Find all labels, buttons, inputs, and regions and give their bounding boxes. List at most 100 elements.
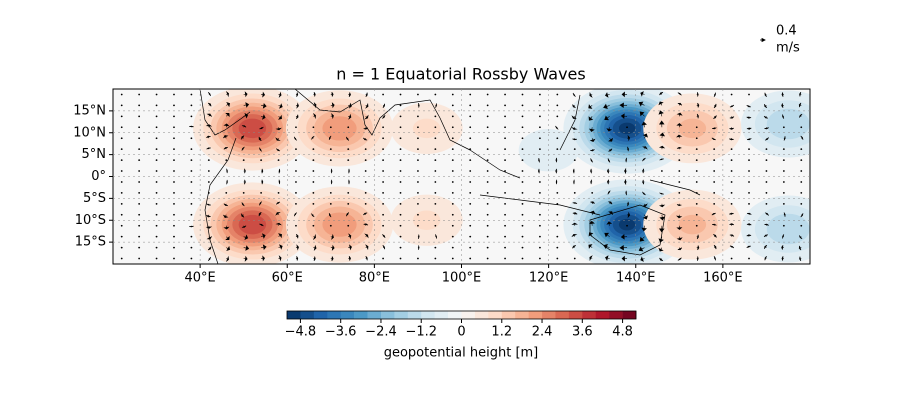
quiver-arrow [155, 148, 158, 151]
quiver-arrow [659, 257, 664, 262]
quiver-arrow [504, 181, 506, 183]
quiver-arrow [696, 256, 699, 261]
quiver-arrow [451, 93, 454, 96]
quiver-arrow [746, 138, 752, 141]
quiver-arrow [642, 146, 648, 150]
quiver-arrow [347, 202, 350, 205]
y-tick-label: 5°N [82, 147, 107, 162]
quiver-arrow [417, 245, 420, 250]
quiver-arrow [539, 213, 541, 216]
quiver-arrow [603, 103, 610, 110]
quiver-arrow [206, 147, 211, 150]
quiver-arrow [363, 223, 369, 226]
colorbar-tick-label: 1.2 [491, 325, 512, 340]
quiver-arrow [155, 137, 158, 140]
x-tick-label: 40°E [184, 271, 215, 286]
quiver-arrow [765, 159, 768, 161]
quiver-arrow [138, 192, 141, 194]
quiver-arrow [591, 192, 594, 194]
quiver-arrow [658, 120, 665, 128]
quiver-arrow [713, 115, 717, 119]
quiver-arrow [365, 255, 368, 261]
quiver-arrow [658, 110, 664, 117]
quiver-arrow [619, 102, 628, 109]
quiver-arrow [765, 170, 768, 172]
quiver-arrow [451, 246, 454, 249]
quiver-arrow [138, 170, 141, 172]
quiver-arrow [642, 157, 646, 162]
quiver-arrow [120, 104, 123, 107]
quiver-arrow [275, 127, 282, 131]
quiver-arrow [729, 234, 735, 237]
quiver-arrow [295, 92, 299, 97]
quiver-arrow [241, 135, 245, 140]
coastline [294, 89, 601, 216]
quiver-arrow [295, 148, 297, 151]
quiver-arrow [659, 158, 664, 161]
quiver-arrow [748, 93, 750, 96]
colorbar-tick-label: −4.8 [285, 325, 317, 340]
quiver-arrow [677, 247, 683, 251]
quiver-arrow [382, 114, 386, 119]
quiver-arrow [730, 170, 733, 172]
quiver-arrow [173, 181, 175, 183]
quiver-arrow [486, 213, 489, 216]
quiver-arrow [469, 202, 472, 205]
quiver-arrow [730, 159, 733, 161]
quiver-arrow [713, 244, 717, 250]
quiver-arrow [504, 148, 506, 151]
quiver-arrow [504, 224, 506, 227]
x-tick-label: 60°E [272, 271, 303, 286]
quiver-arrow [640, 256, 645, 262]
quiver-arrow [313, 102, 317, 109]
quiver-arrow [293, 212, 297, 217]
quiver-arrow [539, 148, 541, 151]
quiver-arrow [173, 192, 175, 194]
quiver-arrow [277, 159, 280, 161]
quiver-arrow [434, 257, 437, 260]
quiver-arrow [243, 245, 250, 251]
quiver-arrow [713, 103, 717, 109]
quiver-arrow [800, 202, 803, 205]
colorbar-bin [394, 311, 409, 319]
quiver-arrow [312, 159, 315, 161]
quiver-arrow [138, 93, 141, 96]
quiver-arrow [261, 244, 267, 251]
y-tick-label: 0° [91, 169, 106, 184]
quiver-arrow [223, 147, 228, 150]
quiver-arrow [222, 135, 229, 139]
quiver-arrow [120, 170, 123, 172]
quiver-arrow [642, 179, 645, 185]
quiver-arrow [746, 105, 751, 108]
quiver-arrow [781, 256, 784, 261]
quiver-arrow [539, 192, 541, 194]
quiver-arrow [155, 213, 158, 216]
quiver-arrow [800, 224, 803, 227]
quiver-arrow [626, 211, 631, 219]
quiver-arrow [588, 116, 594, 121]
quiver-arrow [713, 181, 716, 183]
anomaly [741, 195, 810, 263]
colorbar-bin [622, 311, 637, 319]
quiver-arrow [729, 138, 734, 141]
quiver-arrow [365, 102, 369, 109]
quiver-arrow [521, 192, 524, 194]
quiver-arrow [642, 133, 648, 139]
quiver-arrow [695, 137, 698, 140]
quiver-arrow [676, 134, 683, 139]
quiver-arrow [800, 159, 803, 161]
quiver-arrow [539, 104, 541, 107]
quiver-arrow [730, 181, 733, 183]
quiver-arrow [621, 91, 628, 98]
quiver-arrow [521, 159, 524, 161]
quiver-arrow [608, 137, 613, 142]
quiver-arrow [469, 126, 472, 129]
colorbar-tick-label: −2.4 [365, 325, 397, 340]
quiver-arrow [800, 181, 803, 183]
quiver-arrow [625, 190, 628, 196]
quiver-arrow [539, 137, 541, 140]
quiver-arrow [417, 159, 419, 161]
quiver-arrow [746, 234, 752, 237]
quiver-arrow [765, 202, 768, 205]
